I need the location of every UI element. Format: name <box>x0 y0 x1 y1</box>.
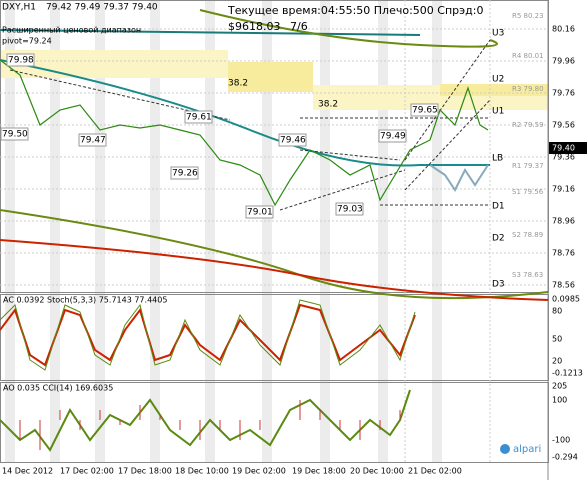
ac-tick: 50 <box>552 335 562 344</box>
level-label: D2 <box>492 234 505 244</box>
price-tick: 79.76 <box>552 89 575 98</box>
time-tick: 19 Dec 02:00 <box>232 467 286 476</box>
time-tick: 21 Dec 02:00 <box>408 467 462 476</box>
pivot-label: R4 80.01 <box>512 52 544 60</box>
level-label: U3 <box>492 29 504 39</box>
symbol: DXY,H1 <box>2 3 36 13</box>
trend-lines <box>9 39 491 211</box>
fib-label: 38.2 <box>318 100 338 110</box>
price-label-box <box>245 205 274 219</box>
ao-histogram <box>19 400 401 450</box>
ao-tick: -0.294 <box>552 453 578 462</box>
ac-tick: -0.1213 <box>552 369 583 378</box>
ac-title: AC 0.0392 Stoch(5,3,3) 75.7143 77.4405 <box>3 296 167 305</box>
ac-tick: 80 <box>552 307 562 316</box>
price-label: 79.65 <box>412 106 438 116</box>
price-tick: 79.96 <box>552 57 575 66</box>
ac-tick: 20 <box>552 357 562 366</box>
pivot-label: R3 79.80 <box>512 85 544 93</box>
time-tick: 17 Dec 02:00 <box>60 467 114 476</box>
level-label: D3 <box>492 280 505 290</box>
price-label-box <box>335 202 364 216</box>
price-label: 79.01 <box>247 208 273 218</box>
weekend-shading <box>5 0 442 462</box>
logo: alpari <box>513 444 541 455</box>
price-label-box <box>0 127 29 141</box>
ac-tick: 0.0985 <box>552 295 580 304</box>
current-price-box <box>549 142 587 154</box>
price-label-box <box>278 133 307 147</box>
price-label: 79.50 <box>2 130 28 140</box>
level-label: U1 <box>492 107 504 117</box>
price-label: 79.47 <box>80 136 106 146</box>
current-price: 79.40 <box>552 144 575 153</box>
price-label: 79.26 <box>172 169 198 179</box>
price-label: 79.61 <box>186 113 212 123</box>
price-label: 79.98 <box>8 56 34 66</box>
pivot-label: R5 80.23 <box>512 12 544 20</box>
price-tick: 78.96 <box>552 217 575 226</box>
price-tick: 79.36 <box>552 153 575 162</box>
pivot-label: S2 78.89 <box>512 231 543 239</box>
panels <box>0 0 549 480</box>
price-label-box <box>378 129 407 143</box>
price-label-box <box>78 133 107 147</box>
ao-tick: 100 <box>552 396 567 405</box>
price-tick: 79.16 <box>552 185 575 194</box>
time-tick: 14 Dec 2012 <box>2 467 53 476</box>
price-tick: 78.76 <box>552 249 575 258</box>
cci <box>0 389 411 452</box>
status: Текущее время:04:55:50 Плечо:500 Спрэд:0 <box>227 4 484 17</box>
level-label: LB <box>492 154 503 164</box>
time-tick: 20 Dec 10:00 <box>350 467 404 476</box>
pivot-label: R2 79.59 <box>512 121 544 129</box>
projection <box>429 164 489 192</box>
price-label-box <box>6 53 35 67</box>
fib-label: 38.2 <box>228 79 248 89</box>
pivot-label: R1 79.37 <box>512 162 544 170</box>
ratio: 7/6 <box>290 20 308 33</box>
range-title: Расширенный ценовой диапазон <box>2 26 141 35</box>
ao-tick: -100 <box>552 436 570 445</box>
time-tick: 18 Dec 10:00 <box>175 467 229 476</box>
pivot-label: S1 79.56 <box>512 188 544 196</box>
price-label: 79.03 <box>337 205 363 215</box>
logo-mark <box>500 444 510 454</box>
price-label-box <box>170 166 199 180</box>
ao-tick: 205 <box>552 382 567 391</box>
price-tick: 79.56 <box>552 121 575 130</box>
price-label: 79.46 <box>280 136 306 146</box>
price-tick: 78.56 <box>552 281 575 290</box>
balance: $9618.03 <box>228 20 281 33</box>
pivot-label: S3 78.63 <box>512 271 543 279</box>
pivot: pivot=79.24 <box>2 37 52 46</box>
time-tick: 17 Dec 18:00 <box>118 467 172 476</box>
grid <box>0 0 548 462</box>
price-label-box <box>184 110 213 124</box>
stoch <box>0 299 416 371</box>
price-tick: 80.16 <box>552 25 575 34</box>
level-label: D1 <box>492 202 505 212</box>
price-path <box>0 59 489 207</box>
time-tick: 19 Dec 18:00 <box>292 467 346 476</box>
ao-title: AO 0.035 CCI(14) 169.6035 <box>3 384 113 393</box>
price-label-box <box>410 103 439 117</box>
ohlc: 79.42 79.49 79.37 79.40 <box>46 3 158 13</box>
level-label: U2 <box>492 75 504 85</box>
indicator-lines <box>0 9 549 301</box>
price-label: 79.49 <box>380 132 406 142</box>
